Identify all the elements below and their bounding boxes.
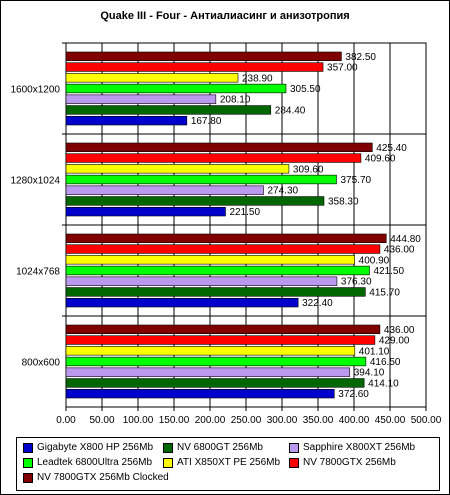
legend-item: Sapphire X800XT 256Mb (289, 442, 415, 453)
legend-label: NV 7800GTX 256Mb (303, 457, 396, 468)
bar (65, 265, 370, 276)
legend-label: NV 6800GT 256Mb (177, 442, 263, 453)
x-tick-label: 450.00 (375, 415, 406, 426)
x-tick-label: 250.00 (231, 415, 262, 426)
bar (65, 388, 335, 399)
data-label: 382.50 (345, 52, 376, 63)
legend-item: Gigabyte X800 HP 256Mb (23, 442, 153, 453)
data-label: 414.10 (368, 378, 399, 389)
bar (65, 324, 381, 335)
bar (65, 276, 338, 286)
data-label: 400.90 (359, 255, 390, 266)
data-label: 167.80 (191, 116, 222, 127)
data-label: 357.00 (327, 63, 358, 74)
data-label: 436.00 (384, 245, 415, 256)
bar (65, 367, 351, 377)
legend-label: Sapphire X800XT 256Mb (303, 442, 416, 453)
data-label: 401.10 (359, 346, 390, 357)
data-label: 305.50 (290, 84, 321, 95)
data-label: 322.40 (302, 298, 333, 309)
legend-swatch (23, 457, 33, 468)
bar (65, 335, 376, 345)
bar (65, 255, 355, 265)
data-label: 421.50 (373, 266, 404, 277)
data-label: 436.00 (384, 325, 415, 336)
x-tick-label: 0.00 (56, 415, 76, 426)
legend-item: NV 6800GT 256Mb (163, 442, 263, 453)
x-tick-label: 400.00 (339, 415, 370, 426)
data-label: 425.40 (376, 143, 407, 154)
legend-item: Leadtek 6800Ultra 256Mb (23, 457, 152, 468)
bar (65, 287, 366, 297)
bar (65, 115, 188, 126)
x-tick-label: 150.00 (159, 415, 190, 426)
data-label: 208.10 (220, 95, 251, 106)
legend-swatch (289, 442, 299, 453)
data-label: 358.30 (328, 196, 359, 207)
x-tick-label: 350.00 (303, 415, 334, 426)
legend-swatch (163, 457, 173, 468)
x-tick-label: 500.00 (411, 415, 442, 426)
data-label: 376.30 (341, 277, 372, 288)
x-tick-label: 300.00 (267, 415, 298, 426)
bar (65, 297, 299, 308)
bar (65, 196, 325, 206)
legend-label: ATI X850XT PE 256Mb (177, 457, 281, 468)
data-label: 415.70 (369, 287, 400, 298)
bar (65, 83, 287, 94)
bar (65, 378, 365, 388)
bar (65, 153, 362, 163)
chart-legend: Gigabyte X800 HP 256Mb NV 6800GT 256Mb Sap… (16, 437, 440, 491)
legend-swatch (23, 442, 33, 453)
chart-title: Quake III - Four - Антиалиасинг и анизот… (100, 10, 350, 22)
data-label: 375.70 (341, 175, 372, 186)
data-label: 372.60 (338, 389, 369, 400)
bar (65, 164, 290, 174)
bar (65, 185, 264, 195)
data-label: 238.90 (242, 73, 273, 84)
category-label: 1280x1024 (11, 176, 61, 187)
bar (65, 346, 356, 356)
bar (65, 356, 367, 367)
legend-label: Gigabyte X800 HP 256Mb (37, 442, 154, 453)
category-label: 800x600 (22, 358, 61, 369)
legend-item: NV 7800GTX 256Mb (289, 457, 396, 468)
legend-label: Leadtek 6800Ultra 256Mb (37, 457, 153, 468)
bar (65, 62, 324, 72)
category-label: 1024x768 (16, 267, 60, 278)
bar (65, 73, 239, 83)
legend-item: NV 7800GTX 256Mb Clocked (23, 472, 169, 483)
legend-swatch (23, 472, 33, 483)
data-label: 309.60 (293, 164, 324, 175)
legend-label: NV 7800GTX 256Mb Clocked (37, 472, 169, 483)
data-label: 221.50 (229, 207, 260, 218)
data-label: 409.60 (365, 154, 396, 165)
data-label: 444.80 (390, 234, 421, 245)
x-tick-label: 50.00 (89, 415, 114, 426)
category-label: 1600x1200 (11, 85, 61, 96)
x-tick-label: 200.00 (195, 415, 226, 426)
data-label: 284.40 (275, 105, 306, 116)
x-tick-label: 100.00 (123, 415, 154, 426)
data-label: 416.50 (370, 357, 401, 368)
bar (65, 105, 272, 115)
bar (65, 94, 217, 104)
bar (65, 244, 381, 254)
bar (65, 206, 226, 217)
bar (65, 51, 342, 62)
data-label: 429.00 (379, 336, 410, 347)
data-label: 394.10 (354, 368, 385, 379)
bar (65, 174, 337, 185)
data-label: 274.30 (267, 186, 298, 197)
bar (65, 142, 373, 153)
legend-swatch (163, 442, 173, 453)
bar (65, 233, 387, 244)
legend-swatch (289, 457, 299, 468)
legend-item: ATI X850XT PE 256Mb (163, 457, 280, 468)
